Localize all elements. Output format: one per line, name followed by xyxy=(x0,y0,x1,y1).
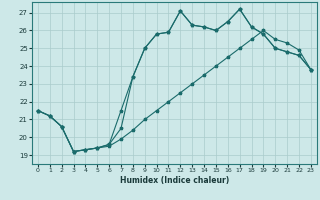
X-axis label: Humidex (Indice chaleur): Humidex (Indice chaleur) xyxy=(120,176,229,185)
